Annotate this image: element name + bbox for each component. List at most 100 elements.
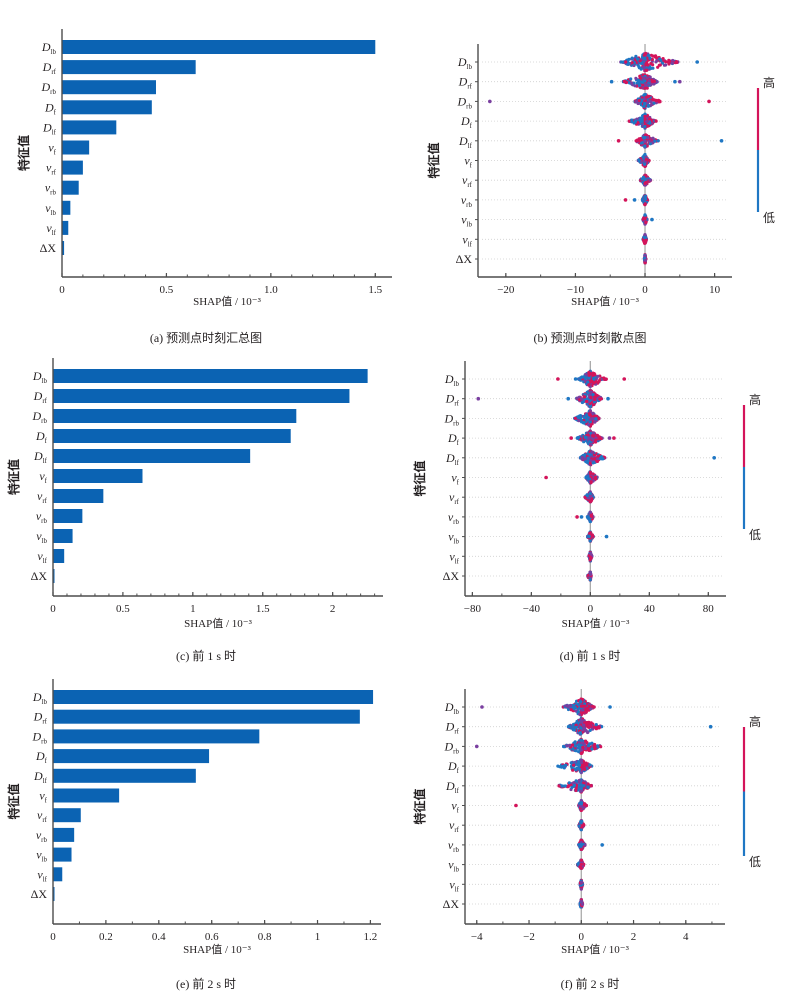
point: [645, 144, 649, 148]
point: [574, 788, 578, 793]
bar-v_lf: [53, 867, 63, 882]
ytick-label: Df: [447, 431, 460, 447]
ytick-label: vrf: [449, 818, 460, 834]
ytick-label: vrb: [448, 838, 460, 854]
point: [586, 785, 590, 789]
point: [566, 784, 571, 789]
point: [589, 390, 593, 394]
point: [588, 417, 592, 421]
feature-symbol: D: [31, 409, 41, 423]
colorbar-high-label: 高: [763, 75, 775, 90]
feature-subscript: rb: [453, 747, 459, 755]
bar-v_rf: [53, 808, 81, 823]
point: [574, 786, 578, 790]
bar-v_f: [62, 140, 90, 155]
point: [641, 175, 646, 179]
point: [577, 760, 581, 764]
point: [630, 56, 634, 60]
point: [588, 728, 592, 733]
feature-subscript: lb: [454, 538, 460, 546]
ytick-label: vrb: [448, 510, 460, 526]
feature-subscript: lf: [43, 777, 48, 785]
colorbar-high-label: 高: [749, 392, 761, 407]
ytick-label: Drf: [33, 710, 48, 726]
colorbar-low-label: 低: [749, 528, 761, 542]
point: [587, 704, 591, 709]
point: [624, 80, 629, 85]
feature-subscript: lb: [454, 708, 460, 716]
ytick-label: Df: [35, 429, 48, 445]
feature-subscript: lf: [455, 459, 460, 467]
point: [645, 76, 649, 80]
point: [565, 744, 569, 748]
ytick-label: vrb: [461, 193, 473, 209]
feature-symbol: D: [31, 729, 41, 743]
point: [567, 743, 572, 747]
feature-subscript: rb: [41, 737, 47, 745]
point: [643, 202, 647, 206]
ytick-label: Drb: [40, 80, 56, 96]
point: [641, 155, 645, 159]
ytick-label: Drb: [31, 729, 47, 745]
point: [557, 784, 561, 788]
outlier-point: [650, 217, 654, 222]
point: [644, 133, 648, 137]
ytick-label: vf: [451, 471, 459, 487]
point: [634, 119, 638, 123]
point: [576, 710, 580, 714]
feature-symbol: D: [447, 431, 457, 445]
feature-symbol: v: [36, 828, 42, 842]
point: [580, 902, 585, 906]
point: [591, 403, 596, 407]
point: [648, 56, 652, 60]
xtick-label: 0: [50, 603, 56, 615]
bar-v_lf: [53, 549, 65, 563]
feature-subscript: lb: [42, 537, 48, 545]
feature-symbol: v: [46, 221, 52, 235]
point: [593, 420, 597, 424]
point: [637, 99, 641, 103]
point: [644, 220, 648, 224]
xtick-label: 0: [588, 603, 594, 615]
point: [644, 197, 648, 201]
point: [566, 725, 571, 729]
point: [586, 380, 590, 384]
feature-subscript: rf: [42, 497, 47, 505]
point: [588, 510, 592, 514]
feature-subscript: lb: [454, 380, 460, 388]
point: [588, 404, 593, 408]
point: [640, 61, 644, 65]
ytick-label: vrb: [36, 828, 48, 844]
point: [589, 480, 593, 484]
x-axis-title: SHAP值 / 10⁻³: [184, 617, 252, 630]
feature-subscript: f: [54, 108, 57, 116]
feature-symbol: v: [449, 877, 455, 891]
point: [582, 765, 586, 769]
feature-symbol: D: [457, 55, 467, 69]
point: [674, 60, 678, 64]
feature-symbol: D: [445, 779, 455, 793]
point: [645, 60, 649, 64]
point: [579, 847, 584, 852]
point: [571, 768, 575, 772]
feature-symbol: v: [36, 529, 42, 543]
point: [582, 803, 587, 807]
xtick-label: −4: [471, 931, 483, 943]
feature-symbol: ΔX: [31, 887, 48, 901]
point: [649, 53, 654, 57]
point: [597, 437, 601, 441]
point: [588, 453, 592, 457]
feature-symbol: v: [36, 848, 42, 862]
feature-subscript: rf: [42, 397, 47, 405]
point: [594, 723, 598, 727]
feature-symbol: ΔX: [443, 897, 460, 911]
point: [579, 880, 584, 884]
point: [588, 531, 592, 535]
panel-caption: (a) 预测点时刻汇总图: [150, 331, 262, 345]
feature-symbol: D: [33, 389, 43, 403]
feature-subscript: f: [457, 807, 460, 815]
point: [599, 745, 603, 749]
point: [582, 781, 586, 785]
xtick-label: 2: [631, 931, 637, 943]
